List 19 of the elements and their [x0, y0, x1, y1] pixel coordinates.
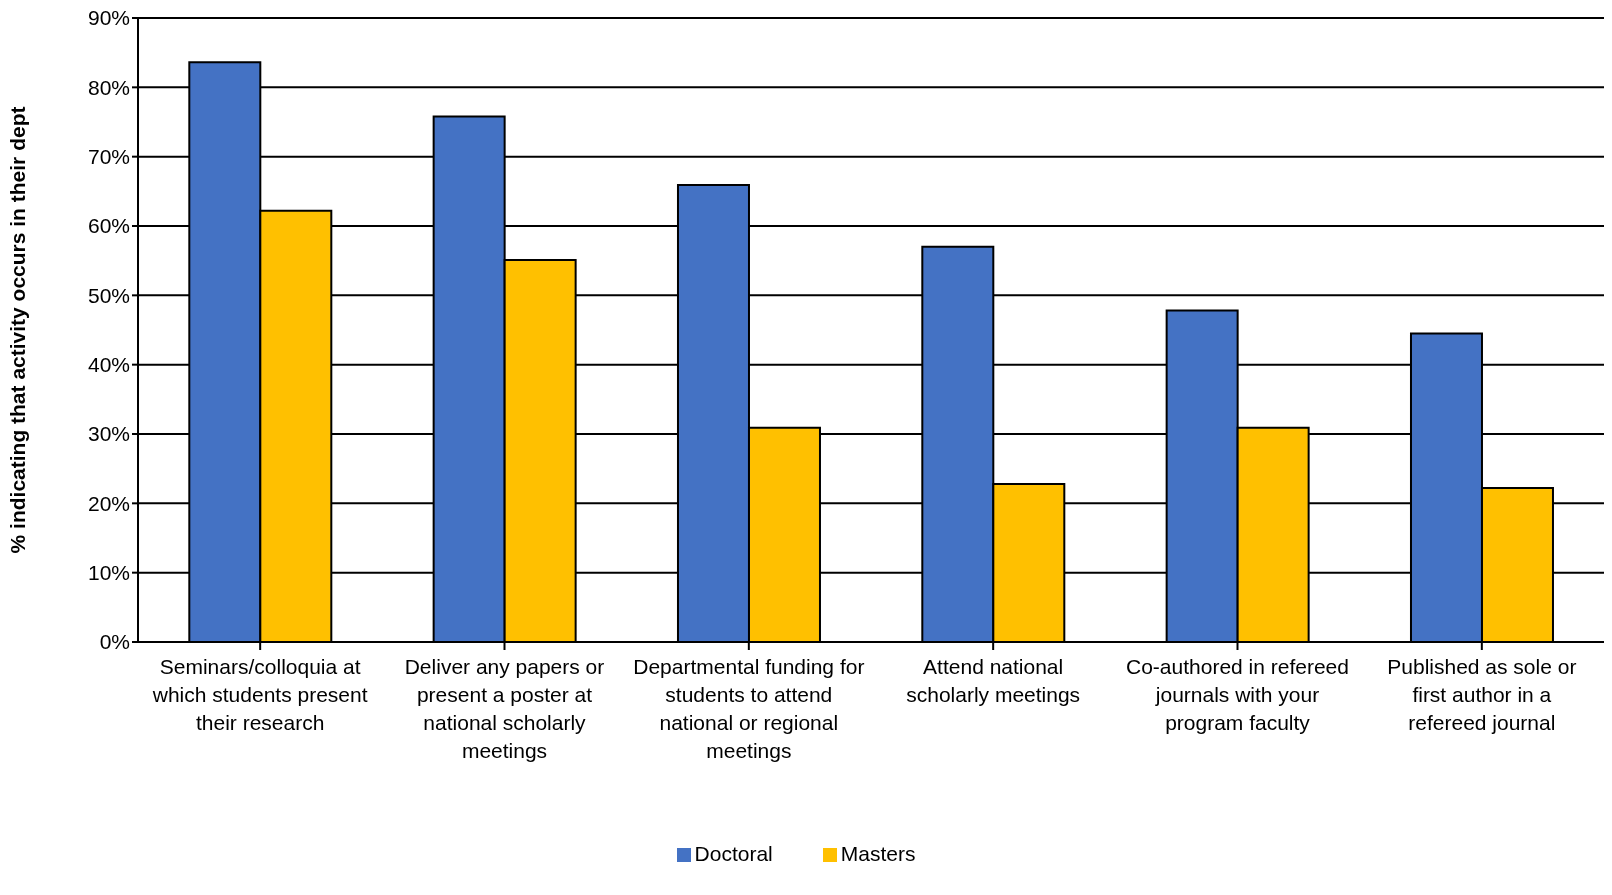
y-axis-title: % indicating that activity occurs in their dept: [6, 106, 30, 554]
x-tick-label: Deliver any papers or present a poster at national scholarly meetings: [404, 655, 605, 762]
y-tick-label: 60%: [87, 214, 130, 238]
x-tick-label: Departmental funding for students to attend national or regional meetings: [633, 655, 865, 762]
y-tick-label: 0%: [99, 630, 130, 654]
x-tick-label: Seminars/colloquia at which students present their research: [151, 655, 368, 734]
x-tick-label: Published as sole or first author in a refereed journal: [1387, 655, 1577, 734]
y-tick-label: 50%: [87, 283, 130, 307]
y-tick-label: 40%: [87, 353, 130, 377]
y-tick-label: 20%: [87, 491, 130, 515]
legend-label: Masters: [840, 842, 916, 865]
y-tick-label: 10%: [87, 561, 130, 585]
y-tick-label: 70%: [87, 145, 130, 169]
y-tick-label: 90%: [87, 6, 130, 30]
legend-label: Doctoral: [694, 842, 773, 865]
y-tick-label: 30%: [87, 422, 130, 446]
x-tick-label: Attend national scholarly meetings: [906, 655, 1081, 706]
x-tick-label: Co-authored in refereed journals with your program faculty: [1126, 655, 1349, 734]
y-tick-label: 80%: [87, 75, 130, 99]
